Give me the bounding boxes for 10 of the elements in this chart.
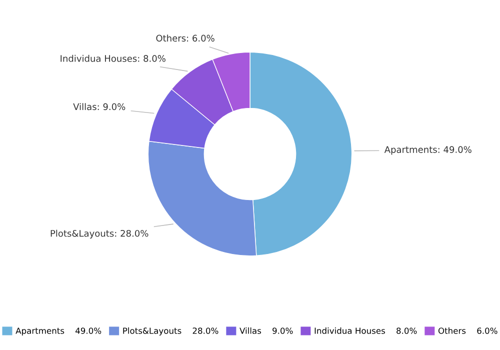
slice-label: Villas: 9.0%	[73, 103, 126, 110]
slice-label: Others: 6.0%	[156, 34, 214, 42]
slice-label: Individua Houses: 8.0%	[60, 54, 166, 62]
legend-label: Villas 9.0%	[240, 327, 293, 334]
slice-label: Plots&Layouts: 28.0%	[50, 230, 148, 239]
legend-label: Apartments 49.0%	[16, 328, 102, 336]
legend-label: Others 6.0%	[438, 327, 498, 334]
slice-label: Apartments: 49.0%	[384, 146, 472, 155]
legend-label: Individua Houses 8.0%	[314, 327, 417, 334]
legend-label: Plots&Layouts 28.0%	[123, 327, 218, 336]
